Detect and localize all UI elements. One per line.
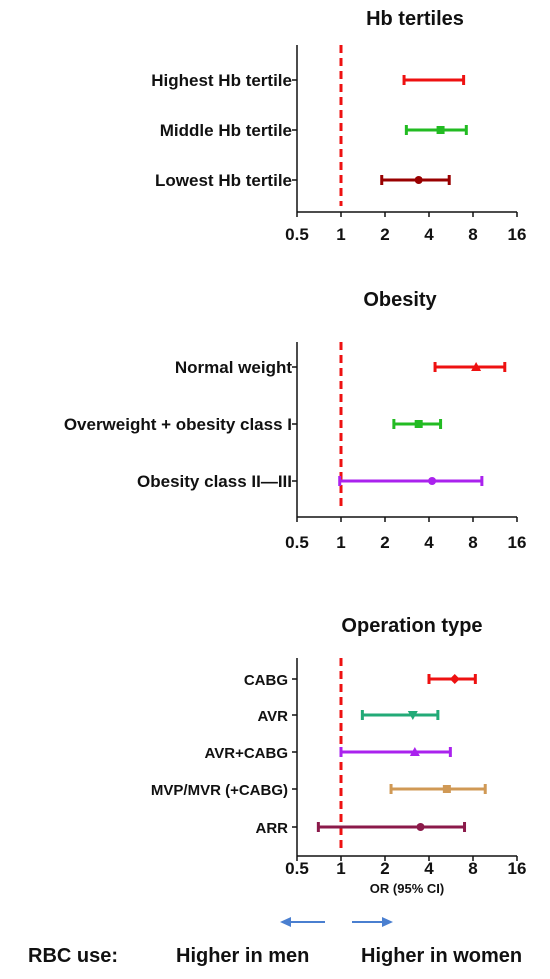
- forest-row: ARR: [256, 820, 467, 837]
- forest-row: Obesity class II—III: [137, 472, 484, 491]
- point-estimate: [449, 674, 460, 684]
- point-estimate: [435, 79, 438, 81]
- forest-panel-3: Operation type 0.5 1 2 4 8 16 OR (95% CI) CABG AV…: [151, 615, 527, 896]
- x-tick-label: 1: [336, 225, 345, 244]
- x-tick-label: 0.5: [285, 533, 309, 552]
- forest-row: AVR: [257, 708, 440, 725]
- forest-row: CABG: [244, 672, 477, 689]
- x-tick-label: 4: [424, 225, 434, 244]
- x-tick-label: 1: [336, 859, 345, 878]
- x-tick-label: 16: [508, 533, 527, 552]
- x-tick-label: 8: [468, 225, 477, 244]
- point-estimate: [414, 176, 423, 184]
- x-tick-label: 8: [468, 859, 477, 878]
- x-tick-label: 1: [336, 533, 345, 552]
- forest-panel-2: Obesity 0.5 1 2 4 8 16 Normal weight Overweight …: [64, 289, 527, 552]
- forest-row: Normal weight: [175, 358, 507, 377]
- point-estimate: [414, 420, 423, 428]
- point-estimate: [442, 785, 451, 793]
- panel-title: Hb tertiles: [366, 8, 464, 30]
- x-tick-label: 4: [424, 533, 434, 552]
- forest-row: MVP/MVR (+CABG): [151, 782, 487, 799]
- forest-row: AVR+CABG: [205, 745, 452, 762]
- point-estimate: [409, 747, 420, 756]
- row-label: Middle Hb tertile: [160, 121, 292, 140]
- row-label: Obesity class II—III: [137, 472, 292, 491]
- row-label: ARR: [256, 820, 289, 837]
- row-label: AVR+CABG: [205, 745, 288, 762]
- forest-row: Lowest Hb tertile: [155, 171, 451, 190]
- x-tick-label: 0.5: [285, 225, 309, 244]
- x-tick-label: 0.5: [285, 859, 309, 878]
- point-estimate: [471, 362, 482, 371]
- x-tick-label: 2: [380, 225, 389, 244]
- point-estimate: [436, 126, 445, 134]
- x-axis-label: OR (95% CI): [370, 881, 444, 896]
- direction-legend: RBC use: Higher in men Higher in women: [28, 917, 522, 967]
- panel-title: Obesity: [363, 289, 437, 311]
- x-tick-label: 2: [380, 533, 389, 552]
- row-label: Normal weight: [175, 358, 292, 377]
- legend-left-text: Higher in men: [176, 945, 309, 967]
- forest-row: Overweight + obesity class I: [64, 415, 443, 434]
- row-label: Highest Hb tertile: [151, 71, 292, 90]
- row-label: AVR: [257, 708, 288, 725]
- x-tick-label: 2: [380, 859, 389, 878]
- point-estimate: [407, 711, 418, 720]
- legend-right-text: Higher in women: [361, 945, 522, 967]
- x-tick-label: 4: [424, 859, 434, 878]
- forest-row: Highest Hb tertile: [151, 71, 466, 90]
- forest-panel-1: Hb tertiles 0.5 1 2 4 8 16 Highest Hb tertile Mi…: [151, 8, 526, 244]
- x-tick-label: 8: [468, 533, 477, 552]
- point-estimate: [416, 823, 425, 831]
- row-label: CABG: [244, 672, 288, 689]
- x-tick-label: 16: [508, 859, 527, 878]
- point-estimate: [428, 477, 437, 485]
- row-label: MVP/MVR (+CABG): [151, 782, 288, 799]
- row-label: Overweight + obesity class I: [64, 415, 292, 434]
- right-arrow-icon: [382, 917, 393, 927]
- panel-title: Operation type: [341, 615, 482, 637]
- x-tick-label: 16: [508, 225, 527, 244]
- legend-label: RBC use:: [28, 945, 118, 967]
- left-arrow-icon: [280, 917, 291, 927]
- row-label: Lowest Hb tertile: [155, 171, 292, 190]
- forest-row: Middle Hb tertile: [160, 121, 468, 140]
